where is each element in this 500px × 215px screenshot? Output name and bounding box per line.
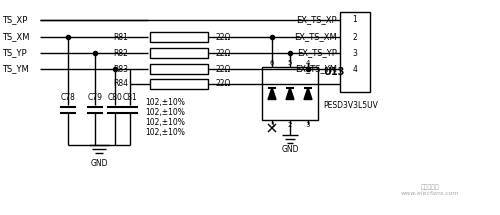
Text: 22Ω: 22Ω	[215, 49, 230, 57]
Polygon shape	[304, 88, 312, 100]
Text: 6: 6	[270, 60, 274, 66]
Text: 2: 2	[288, 122, 292, 128]
Text: EX_TS_YM: EX_TS_YM	[295, 64, 337, 74]
Text: R82: R82	[113, 49, 128, 57]
Text: 4: 4	[352, 64, 358, 74]
Text: 1: 1	[352, 15, 358, 25]
Text: 22Ω: 22Ω	[215, 80, 230, 89]
Text: TS_XM: TS_XM	[2, 32, 29, 41]
Text: 102,±10%: 102,±10%	[145, 98, 185, 108]
Text: R83: R83	[113, 64, 128, 74]
Text: 102,±10%: 102,±10%	[145, 129, 185, 138]
Text: PESD3V3L5UV: PESD3V3L5UV	[323, 100, 378, 109]
Text: R81: R81	[113, 32, 128, 41]
Bar	[150, 64, 208, 74]
Text: 102,±10%: 102,±10%	[145, 109, 185, 118]
Text: C80: C80	[108, 92, 122, 101]
Text: 电子发烧网
www.elecfans.com: 电子发烧网 www.elecfans.com	[400, 184, 460, 196]
Polygon shape	[268, 88, 276, 100]
Bar	[150, 79, 208, 89]
Text: TS_YP: TS_YP	[2, 49, 26, 57]
Text: 4: 4	[306, 60, 310, 66]
Text: TS_YM: TS_YM	[2, 64, 29, 74]
Text: 22Ω: 22Ω	[215, 64, 230, 74]
Text: U13: U13	[323, 67, 344, 77]
Text: 2: 2	[352, 32, 358, 41]
Bar	[340, 12, 370, 92]
Text: 22Ω: 22Ω	[215, 32, 230, 41]
Text: R84: R84	[113, 80, 128, 89]
Text: EX_TS_YP: EX_TS_YP	[297, 49, 337, 57]
Text: EX_TS_XP: EX_TS_XP	[296, 15, 337, 25]
Bar	[150, 32, 208, 42]
Text: 5: 5	[288, 60, 292, 66]
Text: GND: GND	[281, 146, 299, 155]
Text: 3: 3	[306, 122, 310, 128]
Text: C78: C78	[60, 92, 76, 101]
Text: TS_XP: TS_XP	[2, 15, 28, 25]
Text: GND: GND	[90, 158, 108, 167]
Text: 3: 3	[352, 49, 358, 57]
Bar	[262, 67, 318, 120]
Text: 102,±10%: 102,±10%	[145, 118, 185, 127]
Text: 1: 1	[270, 122, 274, 128]
Text: C81: C81	[122, 92, 138, 101]
Text: EX_TS_XM: EX_TS_XM	[294, 32, 337, 41]
Text: C79: C79	[88, 92, 102, 101]
Bar	[150, 48, 208, 58]
Polygon shape	[286, 88, 294, 100]
